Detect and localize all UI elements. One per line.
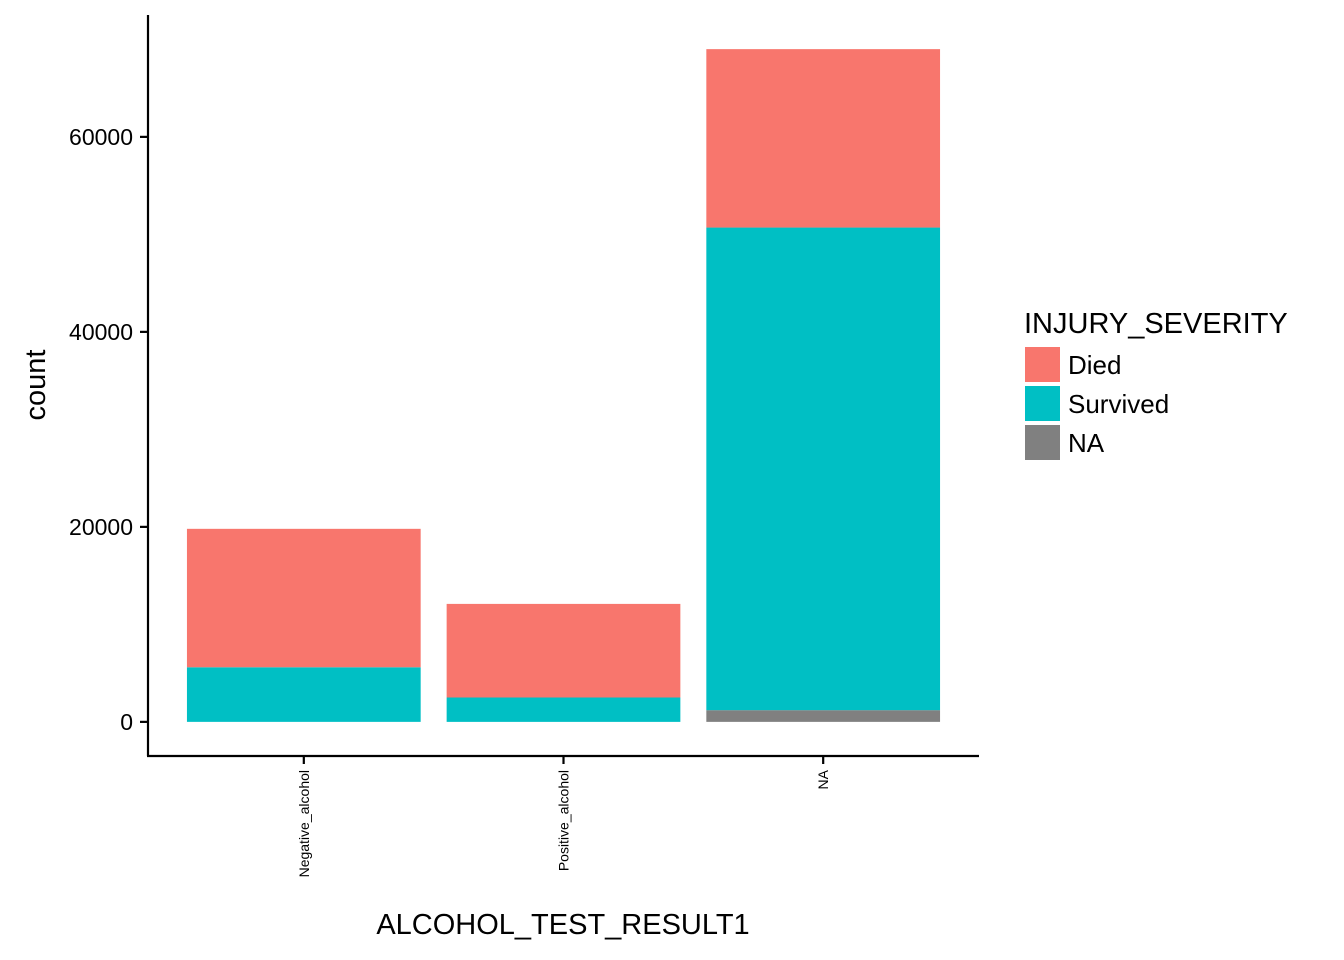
x-ticks: Negative_alcohol Positive_alcohol NA [296,756,831,877]
bar-positive-alcohol-survived [446,697,681,722]
legend-label-died: Died [1068,350,1121,380]
y-tick-label: 60000 [69,124,133,150]
bar-negative-alcohol-died [186,528,421,668]
legend-key-died [1025,347,1060,382]
legend-label-na: NA [1068,428,1105,458]
bar-na-died [706,49,941,228]
bar-negative-alcohol-survived [186,667,421,722]
x-tick-label-negative-alcohol: Negative_alcohol [296,770,312,877]
y-tick-label: 40000 [69,319,133,345]
x-axis-title: ALCOHOL_TEST_RESULT1 [376,909,749,941]
legend-label-survived: Survived [1068,389,1169,419]
legend-items: Died Survived NA [1025,347,1169,460]
bar-na-na [706,710,941,722]
legend: INJURY_SEVERITY Died Survived NA [1024,308,1288,460]
bar-na-survived [706,227,941,711]
x-tick-label-positive-alcohol: Positive_alcohol [556,770,572,871]
y-ticks: 0 20000 40000 60000 [69,124,148,735]
y-tick-label: 0 [120,709,133,735]
y-axis-title: count [20,350,52,421]
x-tick-label-na: NA [815,769,831,789]
legend-title: INJURY_SEVERITY [1024,308,1288,340]
legend-key-na [1025,425,1060,460]
legend-key-survived [1025,386,1060,421]
bar-positive-alcohol-died [446,603,681,698]
y-tick-label: 20000 [69,514,133,540]
bars-layer [186,49,941,722]
